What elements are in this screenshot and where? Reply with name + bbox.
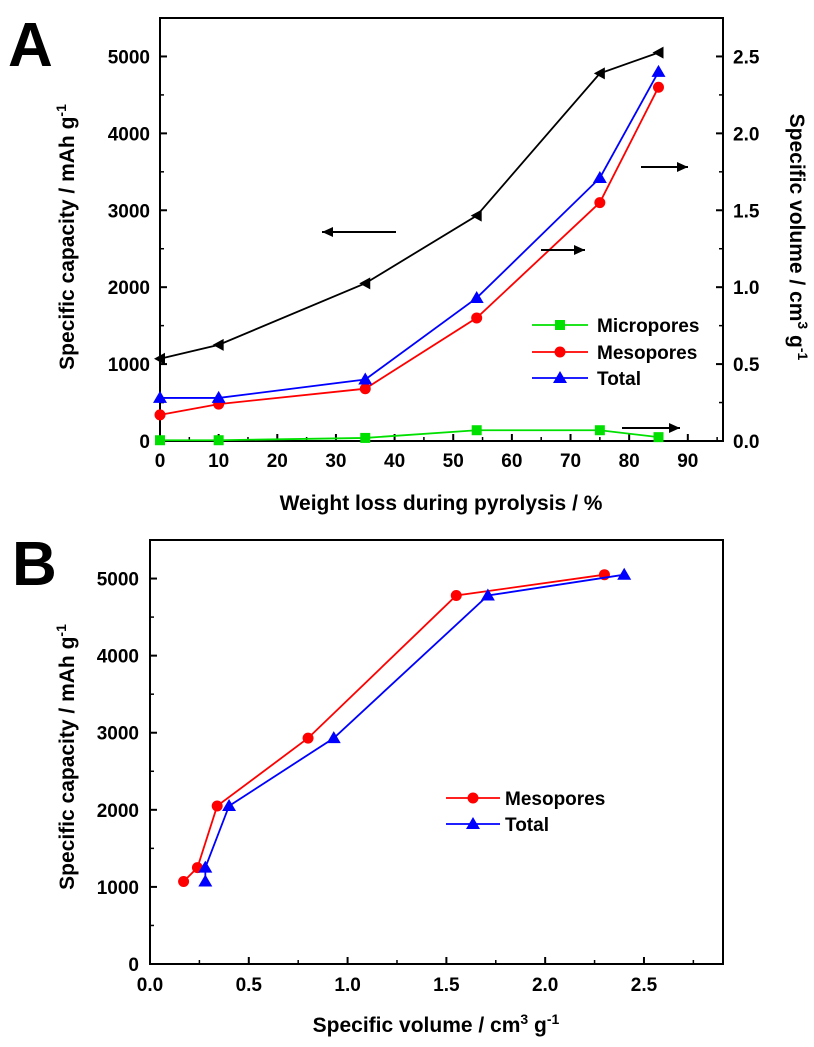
y-right-tick-label-a: 0.0 (733, 432, 759, 453)
x-tick-label-a: 50 (443, 451, 464, 472)
capacity-point-a (154, 352, 165, 365)
y-left-tick-label-a: 1000 (108, 355, 150, 376)
mesopores-line-a (159, 86, 660, 416)
mesopores-point-b (450, 590, 462, 602)
capacity-point-a (359, 277, 371, 290)
panel-label-a: A (8, 11, 53, 80)
micropores-point-a (155, 435, 165, 446)
mesopores-point-b (302, 732, 314, 744)
mesopores-point-a (594, 197, 606, 209)
right-arrow-top-a-head (677, 162, 688, 172)
y-right-tick-label-a: 0.5 (733, 355, 760, 376)
x-tick-label-b: 0.5 (236, 975, 263, 996)
total-point-b (326, 731, 341, 744)
plot-frame-b (149, 539, 724, 965)
legend-label-mesopores-b: Mesopores (505, 789, 605, 810)
left-arrow-a-head (322, 227, 333, 237)
x-tick-label-b: 1.0 (334, 975, 360, 996)
x-tick-label-a: 80 (619, 451, 640, 472)
capacity-line-a (159, 51, 659, 360)
total-point-a (358, 372, 373, 385)
total-point-b (617, 567, 632, 580)
y-tick-label-b: 2000 (97, 801, 139, 822)
legend-label-total-b: Total (505, 815, 549, 836)
total-point-a (211, 390, 226, 403)
y-left-tick-label-a: 4000 (108, 124, 150, 145)
y-right-tick-label-a: 2.0 (733, 124, 759, 145)
capacity-point-a (593, 67, 605, 80)
total-point-a (592, 170, 607, 183)
capacity-point-a (470, 209, 482, 222)
legend-marker-mesopores-b (467, 792, 479, 804)
y-left-tick-label-a: 3000 (108, 201, 150, 222)
y-tick-label-b: 4000 (97, 647, 139, 668)
panel-b: 0.0 0.5 1.0 1.5 2.0 2.5 0 1000 2000 3000 4000 5000 S… (12, 530, 724, 1037)
total-point-a (651, 64, 666, 77)
micropores-point-a (594, 425, 605, 436)
y-right-tick-label-a: 2.5 (733, 47, 760, 68)
mesopores-point-a (359, 383, 371, 395)
total-point-b (198, 860, 213, 873)
capacity-point-a (652, 46, 664, 59)
total-line-a (160, 71, 660, 399)
legend-label-total-a: Total (597, 369, 641, 390)
x-tick-label-a: 20 (267, 451, 288, 472)
x-tick-label-a: 30 (325, 451, 346, 472)
y-left-tick-label-a: 0 (139, 432, 150, 453)
capacity-point-a (212, 338, 224, 351)
total-point-b (480, 588, 495, 601)
total-point-a (153, 390, 167, 403)
right-arrow-bottom-a-head (669, 423, 680, 433)
x-axis-title-a: Weight loss during pyrolysis / % (280, 492, 603, 515)
legend-marker-mesopores-a (554, 346, 566, 358)
y-right-axis-title-a: Specific volume / cm3 g-1 (785, 114, 811, 361)
x-tick-label-a: 60 (501, 451, 522, 472)
x-tick-label-a: 90 (677, 451, 698, 472)
x-axis-title-b: Specific volume / cm3 g-1 (313, 1011, 560, 1037)
panel-label-b: B (12, 530, 57, 599)
mesopores-point-b (178, 876, 190, 888)
y-tick-label-b: 3000 (97, 724, 139, 745)
right-arrow-mid-a-head (574, 245, 585, 255)
micropores-point-a (213, 435, 224, 446)
y-left-axis-title-a: Specific capacity / mAh g-1 (53, 104, 79, 370)
x-tick-label-a: 70 (560, 451, 581, 472)
micropores-point-a (471, 425, 482, 436)
mesopores-point-a (471, 312, 483, 324)
x-tick-label-b: 2.5 (631, 975, 658, 996)
legend-marker-total-a (553, 371, 567, 383)
mesopores-point-b (211, 800, 223, 812)
y-right-tick-label-a: 1.0 (733, 278, 759, 299)
y-right-tick-label-a: 1.5 (733, 201, 760, 222)
x-tick-label-b: 2.0 (532, 975, 558, 996)
mesopores-point-a (652, 81, 664, 93)
y-left-tick-label-a: 2000 (108, 278, 150, 299)
x-tick-label-b: 1.5 (433, 975, 460, 996)
legend-label-micropores-a: Micropores (597, 316, 699, 337)
y-tick-label-b: 5000 (97, 570, 139, 591)
y-left-tick-label-a: 5000 (108, 47, 150, 68)
micropores-point-a (360, 432, 371, 443)
panel-a: 0 10 20 30 40 50 60 70 80 90 0 1000 2000 3000 4000 5000… (8, 11, 811, 515)
micropores-line-a (160, 429, 659, 442)
x-tick-label-a: 0 (155, 451, 166, 472)
x-tick-label-a: 10 (208, 451, 229, 472)
micropores-point-a (653, 432, 664, 443)
y-tick-label-b: 0 (128, 955, 139, 976)
x-tick-label-b: 0.0 (137, 975, 163, 996)
total-line-b (204, 573, 625, 882)
legend-label-mesopores-a: Mesopores (597, 343, 697, 364)
mesopores-point-a (154, 409, 166, 421)
legend-marker-micropores-a (555, 320, 565, 330)
y-axis-title-b: Specific capacity / mAh g-1 (53, 624, 79, 890)
total-point-a (469, 290, 484, 303)
total-point-b (222, 798, 237, 811)
y-tick-label-b: 1000 (97, 878, 139, 899)
x-tick-label-a: 40 (384, 451, 405, 472)
total-point-b (198, 874, 213, 887)
legend-marker-total-b (466, 817, 480, 829)
plot-frame-a (159, 17, 724, 442)
